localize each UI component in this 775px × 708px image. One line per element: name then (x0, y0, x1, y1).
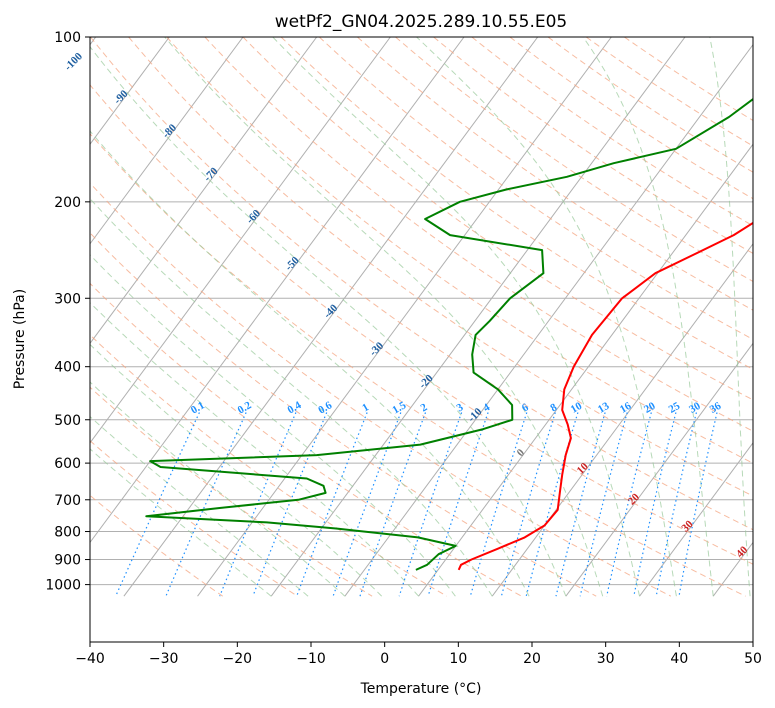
mixing-ratio-line (359, 412, 427, 597)
y-tick-label: 800 (54, 525, 81, 541)
dry-adiabat (204, 37, 753, 432)
mixing-ratio-line (555, 412, 606, 597)
isotherm-label: -100 (62, 50, 85, 73)
mixing-ratio-line (500, 412, 556, 597)
mixing-ratio-line (252, 412, 328, 597)
dry-adiabat (128, 37, 753, 497)
isotherm-gridline (90, 37, 465, 544)
isotherm-gridline (491, 242, 753, 597)
dewpoint-profile (145, 97, 753, 571)
y-tick-label: 900 (54, 553, 81, 569)
dry-adiabat (166, 37, 753, 464)
dry-adiabat (90, 37, 753, 531)
y-tick-label: 300 (54, 291, 81, 307)
x-tick-label: −30 (149, 651, 179, 667)
dry-adiabat (90, 84, 753, 565)
mixing-ratio-label: 8 (548, 401, 559, 414)
dry-adiabat (90, 282, 522, 597)
moist-adiabat (272, 37, 641, 597)
mixing-ratio-label: 3 (455, 401, 466, 414)
mixing-ratio-line (296, 412, 368, 597)
mixing-ratio-line (165, 412, 247, 597)
chart-title: wetPf2_GN04.2025.289.10.55.E05 (275, 12, 567, 32)
x-axis-label: Temperature (°C) (360, 681, 482, 697)
mixing-ratio-label: 1 (360, 401, 371, 414)
y-tick-label: 1000 (45, 578, 81, 594)
y-tick-label: 400 (54, 360, 81, 376)
isotherm-gridline (344, 43, 753, 597)
dry-adiabat (318, 37, 753, 340)
moist-adiabat (582, 37, 714, 597)
moist-adiabat (164, 37, 604, 597)
y-axis-label: Pressure (hPa) (12, 289, 28, 389)
x-tick-label: 20 (523, 651, 541, 667)
isotherm-gridline (90, 37, 391, 444)
x-tick-label: 50 (744, 651, 762, 667)
x-tick-label: 40 (670, 651, 688, 667)
isotherm-gridline (565, 342, 753, 597)
dry-adiabat (509, 37, 753, 200)
dry-adiabat (90, 334, 448, 597)
x-tick-label: −40 (75, 651, 105, 667)
moist-adiabat (90, 45, 567, 597)
mixing-ratio-line (606, 412, 652, 597)
moist-adiabat (90, 130, 530, 597)
mixing-ratio-label: 6 (520, 401, 531, 414)
moist-adiabat (709, 37, 751, 597)
mixing-ratio-line (579, 412, 628, 597)
y-tick-label: 700 (54, 493, 81, 509)
isotherm-gridline (90, 37, 170, 146)
plot-background (90, 37, 753, 642)
isotherm-gridline (90, 37, 244, 245)
isotherm-gridline (418, 143, 753, 597)
isotherm-gridline (639, 442, 753, 597)
mixing-ratio-label: 4 (481, 401, 492, 414)
mixing-ratio-line (469, 412, 528, 597)
moist-adiabat (90, 415, 309, 597)
mixing-ratio-line (398, 412, 463, 597)
mixing-ratio-label: 0.1 (189, 399, 207, 416)
mixing-ratio-label: 2 (419, 401, 430, 414)
dry-adiabat (547, 37, 753, 173)
dry-adiabat (433, 37, 753, 254)
y-tick-label: 100 (54, 30, 81, 46)
moist-adiabat (90, 448, 272, 597)
y-tick-label: 600 (54, 456, 81, 472)
isotherm-gridline (123, 37, 539, 597)
dry-adiabat (280, 37, 753, 370)
y-tick-label: 200 (54, 195, 81, 211)
y-tick-label: 500 (54, 413, 81, 429)
x-tick-label: −10 (296, 651, 326, 667)
dry-adiabat (90, 494, 223, 597)
x-tick-label: 0 (380, 651, 389, 667)
x-tick-label: −20 (223, 651, 253, 667)
moist-adiabat (416, 37, 677, 597)
isotherm-gridline (270, 37, 686, 597)
dry-adiabat (395, 37, 753, 282)
temperature-profile (457, 221, 753, 571)
mixing-ratio-line (427, 412, 489, 597)
mixing-ratio-line (633, 412, 677, 597)
moist-adiabat (90, 343, 383, 597)
x-tick-label: 30 (597, 651, 615, 667)
moist-adiabat (90, 301, 419, 597)
moist-adiabat (90, 254, 456, 597)
isotherm-gridline (90, 37, 318, 345)
x-tick-label: 10 (449, 651, 467, 667)
mixing-ratio-line (332, 412, 402, 597)
mixing-ratio-line (655, 412, 697, 597)
moist-adiabat (90, 381, 346, 597)
plot-frame (89, 36, 754, 643)
dry-adiabat (90, 132, 746, 597)
